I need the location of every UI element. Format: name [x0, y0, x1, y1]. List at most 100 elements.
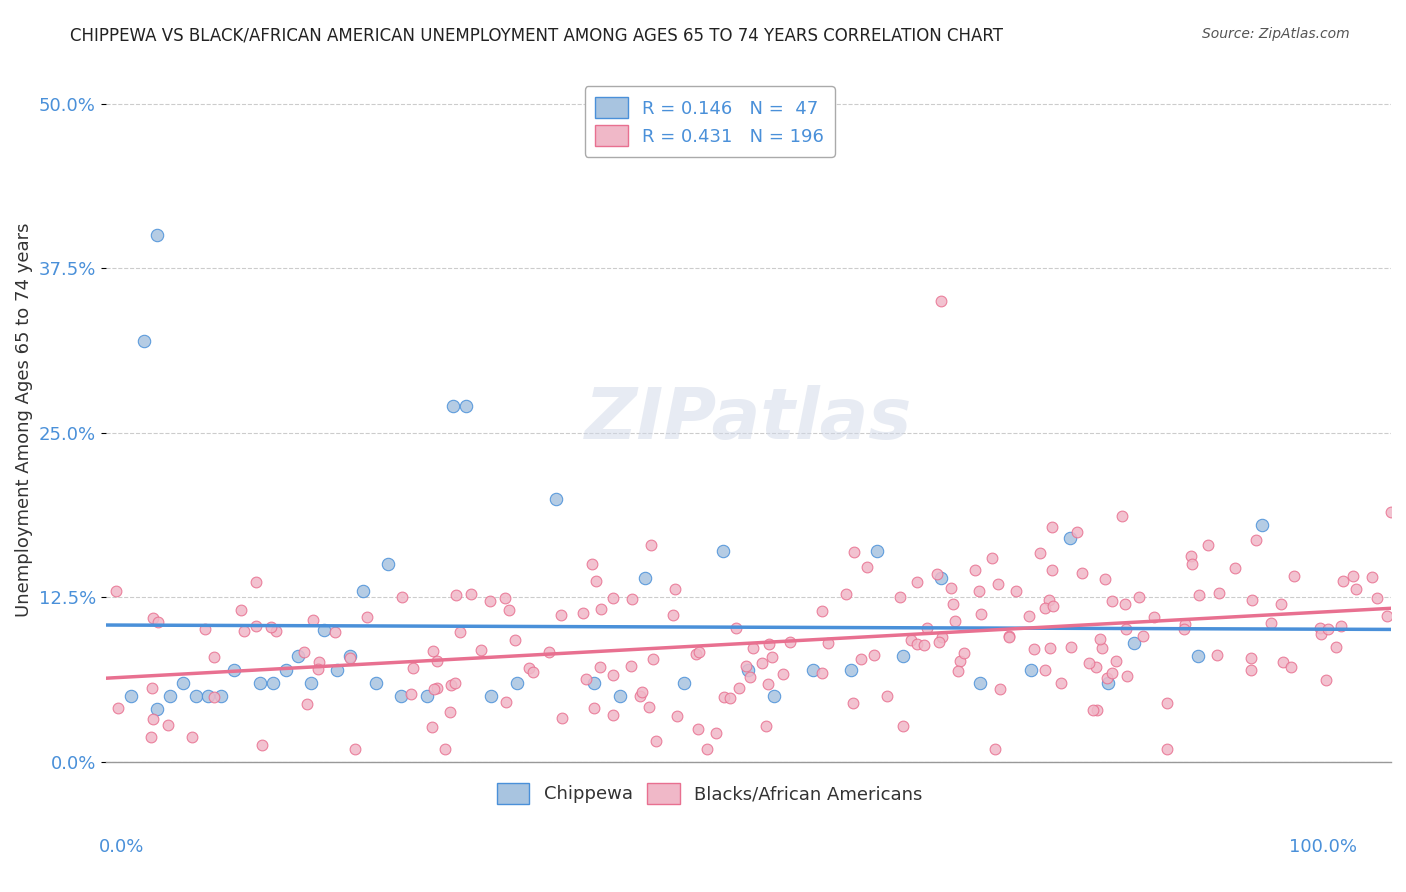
- Point: [202, 650, 225, 665]
- Point: [495, 695, 517, 709]
- Point: [1315, 673, 1337, 688]
- Point: [711, 544, 734, 558]
- Point: [706, 726, 728, 740]
- Point: [835, 587, 858, 601]
- Point: [1115, 622, 1137, 636]
- Point: [1208, 586, 1230, 600]
- Point: [1331, 574, 1354, 589]
- Point: [1028, 546, 1050, 560]
- Point: [640, 538, 662, 552]
- Point: [159, 689, 181, 703]
- Point: [517, 661, 540, 675]
- Text: ZIPatlas: ZIPatlas: [585, 385, 912, 454]
- Point: [621, 592, 644, 607]
- Point: [343, 741, 366, 756]
- Point: [725, 621, 748, 635]
- Point: [925, 567, 948, 582]
- Point: [929, 294, 952, 309]
- Point: [498, 603, 520, 617]
- Point: [325, 624, 347, 639]
- Point: [1097, 675, 1119, 690]
- Point: [302, 613, 325, 627]
- Point: [1240, 650, 1263, 665]
- Point: [582, 701, 605, 715]
- Point: [1042, 599, 1064, 614]
- Point: [460, 587, 482, 601]
- Point: [734, 659, 756, 673]
- Point: [1270, 597, 1292, 611]
- Point: [931, 630, 953, 644]
- Point: [470, 643, 492, 657]
- Point: [522, 665, 544, 679]
- Point: [444, 588, 467, 602]
- Point: [737, 663, 759, 677]
- Point: [585, 574, 607, 588]
- Point: [1271, 655, 1294, 669]
- Point: [339, 650, 361, 665]
- Point: [1024, 642, 1046, 657]
- Point: [589, 601, 612, 615]
- Point: [602, 668, 624, 682]
- Point: [1309, 627, 1331, 641]
- Point: [929, 570, 952, 584]
- Point: [772, 667, 794, 681]
- Point: [231, 602, 253, 616]
- Point: [863, 648, 886, 663]
- Point: [602, 591, 624, 606]
- Point: [104, 584, 127, 599]
- Point: [1330, 618, 1353, 632]
- Point: [449, 624, 471, 639]
- Point: [952, 646, 974, 660]
- Point: [292, 645, 315, 659]
- Point: [644, 734, 666, 748]
- Point: [454, 400, 477, 414]
- Point: [941, 581, 963, 595]
- Point: [1174, 616, 1197, 631]
- Point: [1197, 538, 1219, 552]
- Point: [287, 649, 309, 664]
- Point: [1033, 663, 1056, 677]
- Point: [299, 675, 322, 690]
- Point: [628, 689, 651, 703]
- Point: [1181, 558, 1204, 572]
- Point: [876, 690, 898, 704]
- Point: [942, 597, 965, 611]
- Point: [402, 660, 425, 674]
- Point: [1083, 703, 1105, 717]
- Point: [763, 689, 786, 703]
- Point: [444, 676, 467, 690]
- Point: [817, 636, 839, 650]
- Point: [1114, 597, 1136, 611]
- Point: [1282, 568, 1305, 582]
- Point: [1156, 741, 1178, 756]
- Point: [1084, 660, 1107, 674]
- Point: [963, 563, 986, 577]
- Point: [998, 630, 1021, 644]
- Point: [441, 400, 464, 414]
- Point: [581, 557, 603, 571]
- Point: [1260, 615, 1282, 630]
- Point: [1004, 583, 1026, 598]
- Point: [1071, 566, 1094, 581]
- Point: [494, 591, 516, 606]
- Point: [967, 584, 990, 599]
- Point: [416, 689, 439, 703]
- Point: [181, 730, 204, 744]
- Point: [943, 614, 966, 628]
- Point: [1379, 505, 1402, 519]
- Point: [440, 678, 463, 692]
- Point: [209, 689, 232, 703]
- Point: [146, 702, 169, 716]
- Point: [423, 681, 446, 696]
- Point: [718, 691, 741, 706]
- Point: [1244, 533, 1267, 547]
- Point: [250, 738, 273, 752]
- Point: [1367, 591, 1389, 605]
- Point: [204, 690, 226, 704]
- Point: [969, 675, 991, 690]
- Point: [779, 635, 801, 649]
- Point: [264, 624, 287, 638]
- Point: [891, 649, 914, 664]
- Point: [1344, 582, 1367, 597]
- Point: [426, 654, 449, 668]
